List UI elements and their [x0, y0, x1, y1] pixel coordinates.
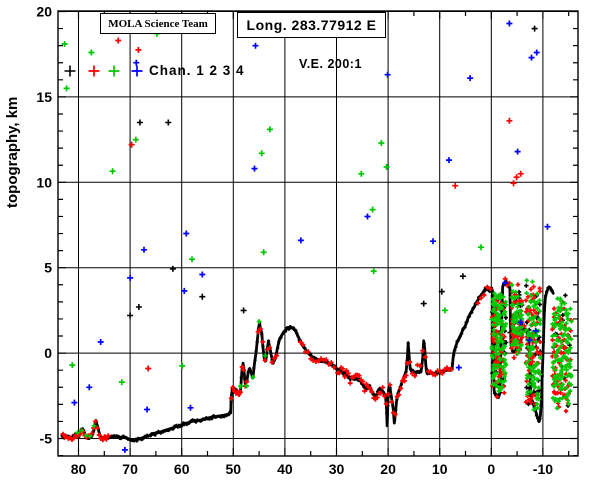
y-tick-label: -5	[40, 431, 53, 447]
data-markers-#00c800	[61, 30, 574, 439]
mola-science-team-label: MOLA Science Team	[108, 17, 208, 30]
x-tick-label: -10	[533, 461, 553, 477]
x-tick-label: 30	[329, 461, 345, 477]
vertical-exaggeration-label: V.E. 200:1	[299, 57, 362, 71]
x-tick-label: 70	[122, 461, 138, 477]
longitude-label: Long. 283.77912 E	[246, 17, 377, 33]
legend-channels-label: Chan. 1 2 3 4	[149, 63, 245, 78]
y-tick-label: 10	[36, 174, 52, 190]
x-tick-label: 0	[487, 461, 495, 477]
data-markers-#0000ff	[71, 20, 551, 453]
mola-science-team-box: MOLA Science Team	[100, 13, 216, 34]
x-tick-label: 80	[71, 461, 87, 477]
x-tick-label: 60	[174, 461, 190, 477]
x-tick-label: 10	[432, 461, 448, 477]
y-tick-label: 15	[36, 89, 52, 105]
y-tick-label: 5	[44, 260, 52, 276]
y-axis-title: topography, km	[4, 96, 21, 208]
y-tick-label: 0	[44, 345, 52, 361]
x-tick-label: 40	[277, 461, 293, 477]
y-tick-label: 20	[36, 4, 52, 20]
topography-profile-line	[60, 280, 555, 442]
longitude-box: Long. 283.77912 E	[237, 12, 386, 38]
x-tick-label: 20	[380, 461, 396, 477]
x-tick-label: 50	[226, 461, 242, 477]
